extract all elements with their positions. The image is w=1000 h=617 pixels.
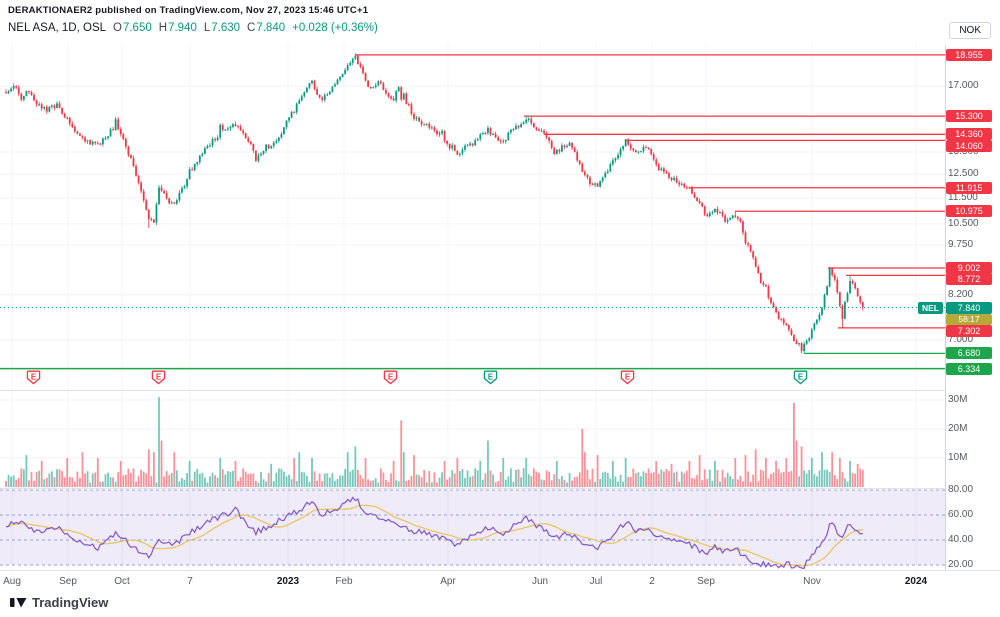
ohlc-low: L 7.630: [203, 22, 241, 34]
tradingview-logo[interactable]: TradingView: [10, 595, 108, 610]
attribution-text: DERAKTIONAER2 published on TradingView.c…: [8, 5, 369, 16]
ohlc-open: O 7.650: [113, 22, 152, 34]
svg-text:E: E: [156, 372, 162, 381]
svg-text:E: E: [798, 372, 804, 381]
rsi-band-layer: [0, 489, 945, 566]
svg-text:E: E: [31, 372, 37, 381]
bar-close-countdown: 58:17: [946, 314, 992, 326]
ohlc-close: C 7.840: [247, 22, 286, 34]
last-price-label: 7.840: [946, 301, 992, 314]
ohlc-high: H 7.940: [158, 22, 197, 34]
symbol-title: NEL ASA, 1D, OSL: [8, 22, 107, 34]
earnings-badge[interactable]: E: [793, 370, 808, 385]
level-lines-layer[interactable]: [0, 54, 945, 370]
separator-layer: [0, 45, 1000, 571]
volume-layer: [5, 397, 864, 487]
earnings-badge[interactable]: E: [483, 370, 498, 385]
rsi-layer: [5, 496, 863, 570]
earnings-badge[interactable]: E: [383, 370, 398, 385]
currency-button[interactable]: NOK: [949, 22, 991, 39]
change-text: +0.028 (+0.36%): [292, 22, 378, 34]
earnings-icon: E: [383, 370, 398, 385]
svg-text:E: E: [388, 372, 394, 381]
earnings-icon: E: [151, 370, 166, 385]
earnings-icon: E: [26, 370, 41, 385]
earnings-badge[interactable]: E: [151, 370, 166, 385]
earnings-icon: E: [483, 370, 498, 385]
symbol-price-badge: NEL: [918, 301, 943, 314]
earnings-icon: E: [793, 370, 808, 385]
earnings-icon: E: [620, 370, 635, 385]
svg-text:E: E: [488, 372, 494, 381]
earnings-badge[interactable]: E: [26, 370, 41, 385]
tradingview-logo-text: TradingView: [32, 595, 109, 610]
tradingview-logo-icon: [10, 598, 27, 608]
earnings-badge[interactable]: E: [620, 370, 635, 385]
svg-text:E: E: [625, 372, 631, 381]
candles-layer: [5, 53, 864, 354]
time-axis[interactable]: [0, 572, 945, 592]
